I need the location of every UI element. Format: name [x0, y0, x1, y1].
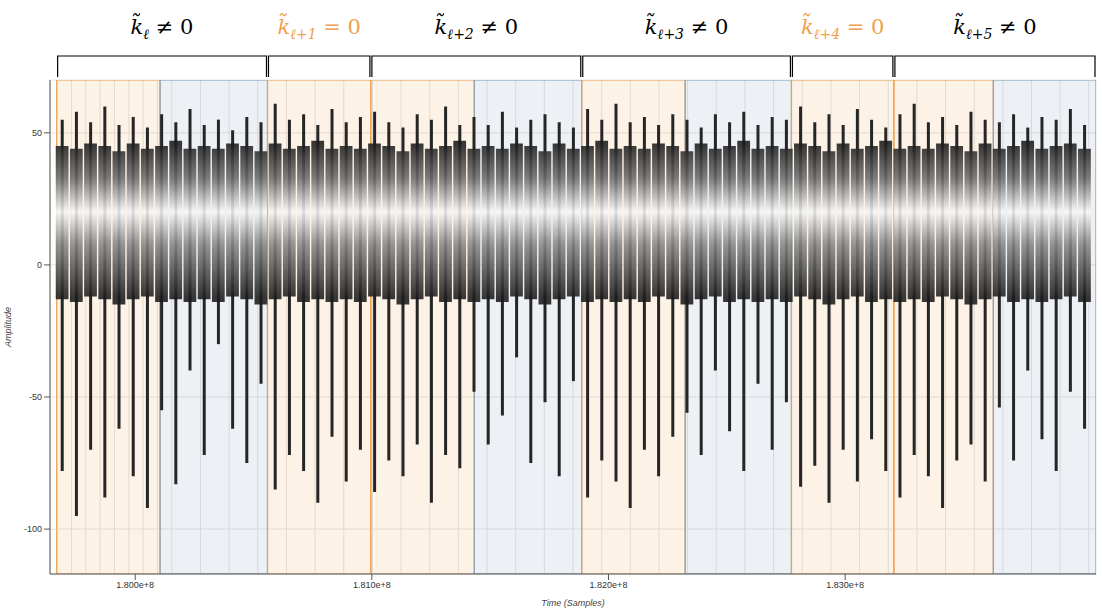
svg-text:-100: -100: [24, 524, 42, 534]
svg-text:k̃ℓ+2 ≠ 0: k̃ℓ+2 ≠ 0: [435, 12, 519, 42]
svg-text:k̃ℓ+5 ≠ 0: k̃ℓ+5 ≠ 0: [953, 12, 1037, 42]
svg-text:k̃ℓ+3 ≠ 0: k̃ℓ+3 ≠ 0: [645, 12, 729, 42]
svg-text:0: 0: [37, 260, 42, 270]
svg-text:50: 50: [32, 128, 42, 138]
svg-text:k̃ℓ+4 = 0: k̃ℓ+4 = 0: [801, 12, 885, 42]
svg-text:k̃ℓ ≠ 0: k̃ℓ ≠ 0: [131, 12, 194, 42]
svg-text:Time (Samples): Time (Samples): [541, 598, 604, 608]
svg-text:1.820e+8: 1.820e+8: [590, 580, 628, 590]
svg-text:Amplitude: Amplitude: [3, 307, 13, 348]
svg-text:1.830e+8: 1.830e+8: [826, 580, 864, 590]
svg-text:1.810e+8: 1.810e+8: [353, 580, 391, 590]
svg-text:k̃ℓ+1 = 0: k̃ℓ+1 = 0: [277, 12, 361, 42]
svg-text:-50: -50: [29, 392, 42, 402]
svg-text:1.800e+8: 1.800e+8: [116, 580, 154, 590]
